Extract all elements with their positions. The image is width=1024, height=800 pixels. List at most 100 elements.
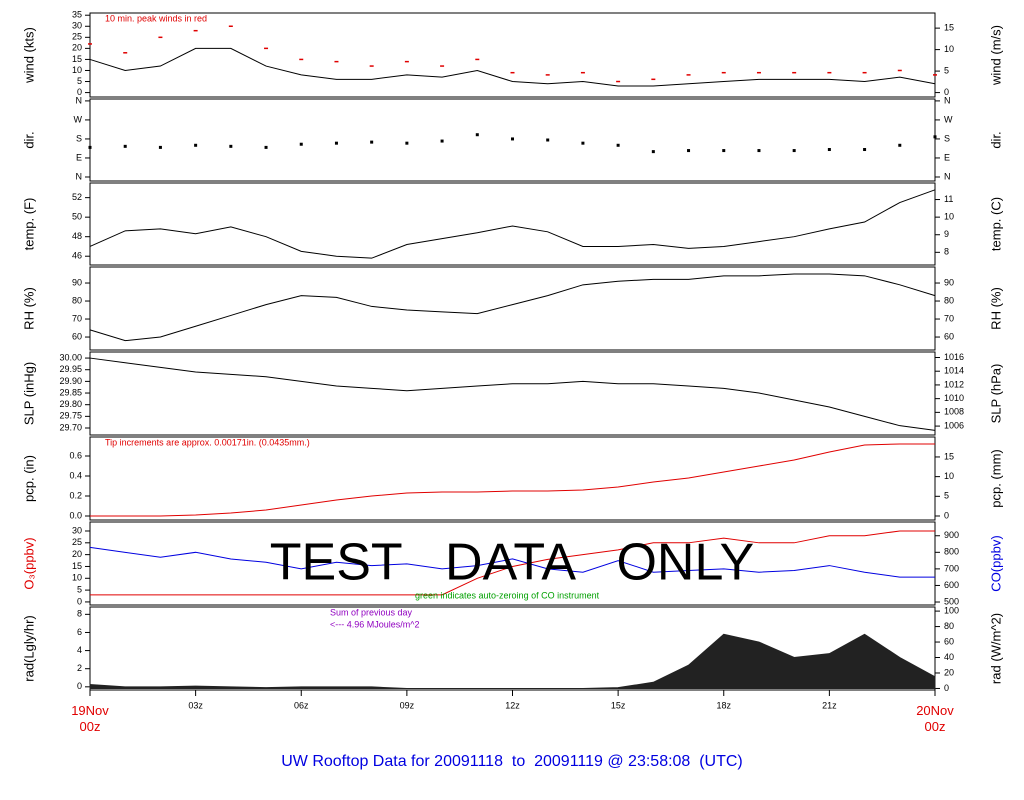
y2-tick-label: 80 <box>944 295 954 305</box>
y2-tick-label: 10 <box>944 44 954 54</box>
dot <box>863 148 867 152</box>
dot <box>158 145 162 149</box>
y-tick-label: 48 <box>72 231 82 241</box>
dot <box>722 149 726 153</box>
y-tick-label: 0.6 <box>69 450 82 460</box>
x-tick-label: 09z <box>400 700 415 710</box>
y-axis-label: temp. (F) <box>21 198 36 251</box>
series-line <box>89 357 936 431</box>
y2-tick-label: 1014 <box>944 366 964 376</box>
y-tick-label: 30 <box>72 525 82 535</box>
dot <box>229 144 233 148</box>
y-tick-label: 2 <box>77 663 82 673</box>
y-tick-label: 20 <box>72 43 82 53</box>
y-tick-label: W <box>74 114 83 124</box>
y-tick-label: S <box>76 133 82 143</box>
y2-tick-label: 80 <box>944 621 954 631</box>
y-tick-label: 25 <box>72 32 82 42</box>
y2-axis-label: RH (%) <box>988 287 1003 330</box>
y-tick-label: 29.80 <box>59 399 82 409</box>
dot <box>264 145 268 149</box>
y-tick-label: 29.90 <box>59 376 82 386</box>
y2-tick-label: 0 <box>944 87 949 97</box>
dot <box>933 135 937 139</box>
y-tick-label: 50 <box>72 212 82 222</box>
y2-tick-label: 900 <box>944 530 959 540</box>
watermark: TEST DATA ONLY <box>270 534 754 592</box>
x-tick-label: 20Nov 00z <box>916 703 954 734</box>
dot <box>440 139 444 143</box>
dot <box>546 138 550 142</box>
y2-tick-label: E <box>944 152 950 162</box>
y2-tick-label: 20 <box>944 667 954 677</box>
y-tick-label: 30 <box>72 21 82 31</box>
y2-axis-label: wind (m/s) <box>988 25 1003 86</box>
y-axis-label: RH (%) <box>21 287 36 330</box>
y2-tick-label: 90 <box>944 277 954 287</box>
y-axis-label: dir. <box>21 131 36 148</box>
dot <box>123 144 127 148</box>
y-tick-label: 35 <box>72 10 82 20</box>
y2-tick-label: 60 <box>944 331 954 341</box>
series-line <box>89 47 936 87</box>
y2-tick-label: 1012 <box>944 379 964 389</box>
series-line <box>90 530 935 596</box>
annotation: <--- 4.96 MJoules/m^2 <box>330 619 420 629</box>
y2-axis-label: temp. (C) <box>988 197 1003 251</box>
annotation: Sum of previous day <box>330 607 413 617</box>
y2-tick-label: N <box>944 95 951 105</box>
y-tick-label: 0.4 <box>69 470 82 480</box>
series-line <box>89 546 935 578</box>
y-tick-label: E <box>76 152 82 162</box>
y2-tick-label: N <box>944 171 951 181</box>
y2-tick-label: 5 <box>944 491 949 501</box>
y-tick-label: 70 <box>72 313 82 323</box>
y2-tick-label: 9 <box>944 229 949 239</box>
panel-frame <box>89 12 936 98</box>
y2-axis-label: dir. <box>988 131 1003 148</box>
y2-tick-label: 100 <box>944 605 959 615</box>
y2-axis-label: rad (W/m^2) <box>988 613 1003 684</box>
panel-frame <box>89 266 936 351</box>
y2-tick-label: 15 <box>944 22 954 32</box>
y2-tick-label: W <box>944 114 953 124</box>
dot <box>88 145 92 149</box>
y2-tick-label: 0 <box>944 683 949 693</box>
x-tick-label: 18z <box>716 700 731 710</box>
dot <box>898 143 902 147</box>
y-tick-label: 6 <box>77 627 82 637</box>
y2-tick-label: 0 <box>944 510 949 520</box>
annotation: Tip increments are approx. 0.00171in. (0… <box>105 437 310 447</box>
x-tick-label-line: 19Nov <box>71 703 109 718</box>
y-axis-label: O₃(ppbv) <box>21 537 36 589</box>
y2-tick-label: S <box>944 133 950 143</box>
annotation: 10 min. peak winds in red <box>105 13 207 23</box>
x-tick-label-line: 00z <box>925 719 946 734</box>
y2-tick-label: 10 <box>944 471 954 481</box>
y2-tick-label: 10 <box>944 212 954 222</box>
y-tick-label: 0 <box>77 596 82 606</box>
y-tick-label: 4 <box>77 645 82 655</box>
y2-tick-label: 60 <box>944 636 954 646</box>
y-axis-label: rad(Lgly/hr) <box>21 615 36 681</box>
y2-tick-label: 1008 <box>944 407 964 417</box>
y-tick-label: 29.95 <box>59 364 82 374</box>
dot <box>334 141 338 145</box>
y2-axis-label: pcp. (mm) <box>988 449 1003 508</box>
y2-tick-label: 600 <box>944 580 959 590</box>
series-line <box>89 189 936 259</box>
dot <box>827 148 831 152</box>
y-tick-label: 29.85 <box>59 387 82 397</box>
y2-tick-label: 70 <box>944 313 954 323</box>
chart-title: UW Rooftop Data for 20091118 to 20091119… <box>281 753 743 770</box>
dot <box>405 141 409 145</box>
dot <box>581 141 585 145</box>
y-tick-label: 0.2 <box>69 490 82 500</box>
y2-axis-label: CO(ppbv) <box>988 535 1003 591</box>
y-tick-label: N <box>76 171 83 181</box>
y-tick-label: N <box>76 95 83 105</box>
series-line <box>90 443 935 517</box>
y-axis-label: pcp. (in) <box>21 455 36 502</box>
y-tick-label: 25 <box>72 537 82 547</box>
